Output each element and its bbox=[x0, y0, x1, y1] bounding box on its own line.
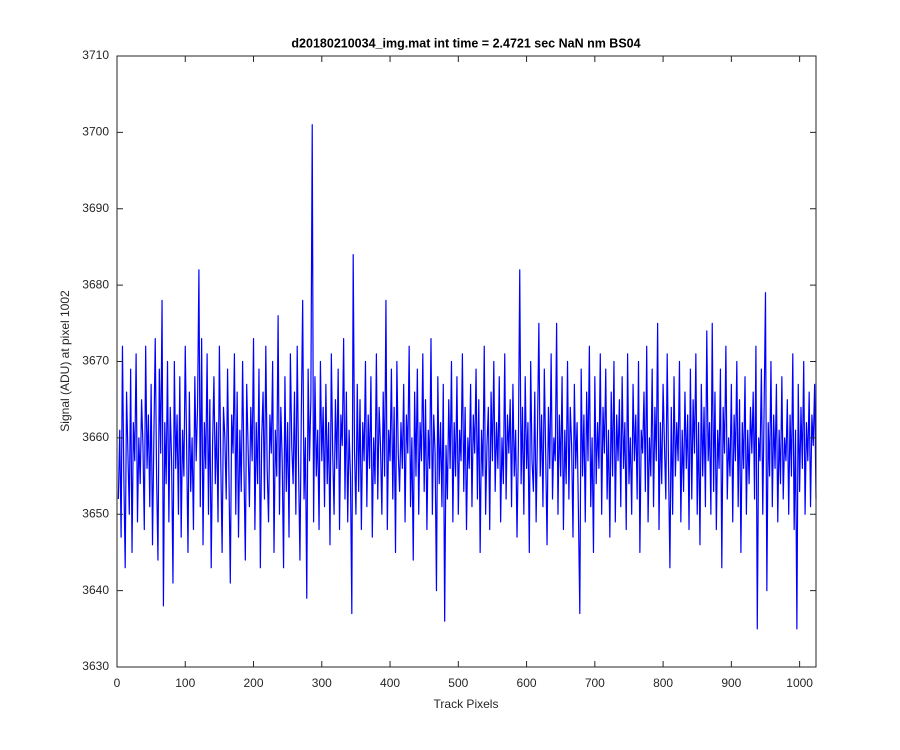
x-tick-label: 300 bbox=[312, 676, 332, 690]
y-tick-label: 3660 bbox=[82, 430, 109, 444]
x-tick-label: 600 bbox=[517, 676, 537, 690]
y-tick-label: 3700 bbox=[82, 125, 109, 139]
x-tick-label: 800 bbox=[653, 676, 673, 690]
y-tick-label: 3680 bbox=[82, 277, 109, 291]
x-tick-label: 900 bbox=[721, 676, 741, 690]
x-axis-label: Track Pixels bbox=[434, 697, 499, 711]
y-tick-label: 3650 bbox=[82, 506, 109, 520]
plot-area bbox=[117, 124, 817, 630]
x-tick-label: 500 bbox=[448, 676, 468, 690]
x-tick-label: 0 bbox=[114, 676, 121, 690]
y-tick-label: 3690 bbox=[82, 201, 109, 215]
x-tick-label: 200 bbox=[244, 676, 264, 690]
y-axis-label: Signal (ADU) at pixel 1002 bbox=[58, 290, 72, 432]
x-tick-label: 400 bbox=[380, 676, 400, 690]
y-tick-label: 3670 bbox=[82, 354, 109, 368]
x-tick-label: 100 bbox=[175, 676, 195, 690]
x-tick-label: 700 bbox=[585, 676, 605, 690]
y-tick-label: 3710 bbox=[82, 48, 109, 62]
data-line bbox=[117, 124, 817, 630]
chart-title: d20180210034_img.mat int time = 2.4721 s… bbox=[291, 36, 640, 50]
x-tick-label: 1000 bbox=[786, 676, 813, 690]
y-tick-label: 3640 bbox=[82, 583, 109, 597]
y-tick-label: 3630 bbox=[82, 659, 109, 673]
